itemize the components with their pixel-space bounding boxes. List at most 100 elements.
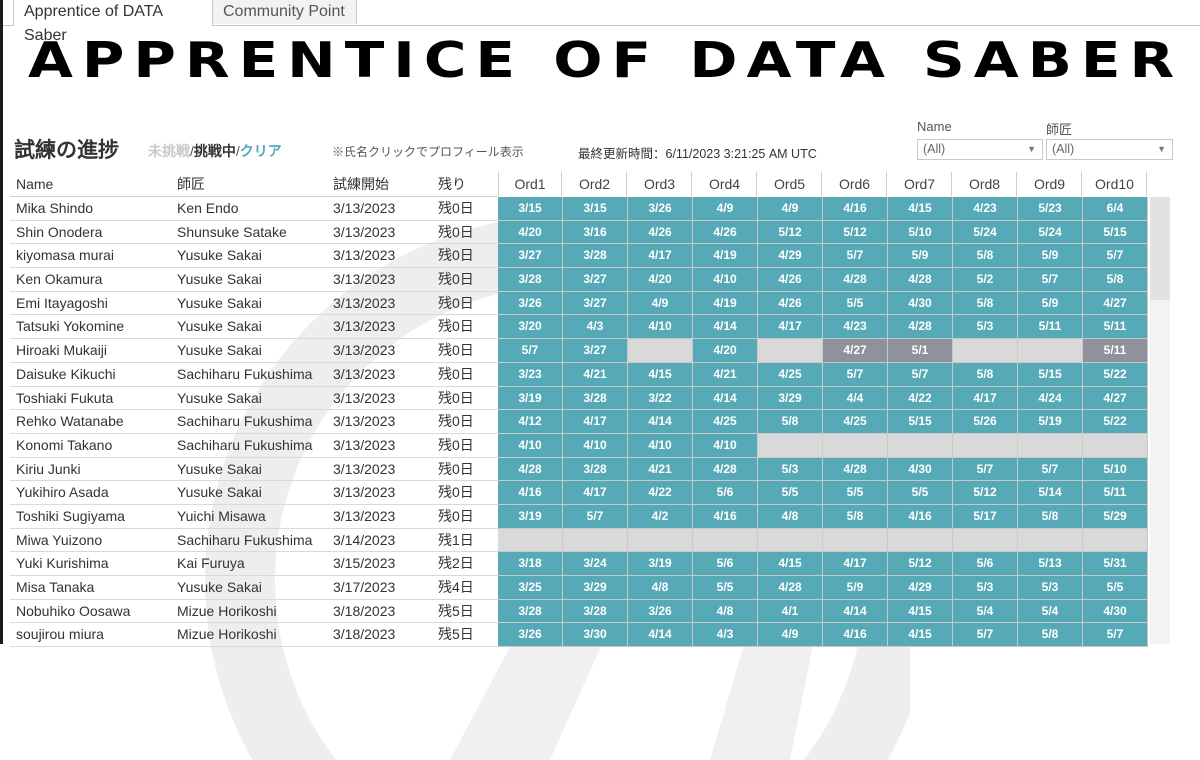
tab-community-point[interactable]: Community Point bbox=[213, 0, 357, 24]
ord-cell[interactable]: 5/11 bbox=[1083, 339, 1148, 363]
ord-cell[interactable]: 5/24 bbox=[1018, 220, 1083, 245]
ord-cell[interactable]: 4/4 bbox=[823, 386, 888, 411]
ord-cell[interactable]: 4/26 bbox=[758, 291, 823, 316]
ord-cell[interactable]: 5/9 bbox=[888, 244, 953, 269]
ord-cell[interactable] bbox=[823, 433, 888, 458]
ord-cell[interactable] bbox=[693, 528, 758, 553]
ord-cell[interactable] bbox=[1018, 433, 1083, 458]
column-header-ord6[interactable]: Ord6 bbox=[823, 172, 887, 196]
master-filter-select[interactable]: (All) ▼ bbox=[1046, 139, 1173, 160]
ord-cell[interactable]: 4/27 bbox=[823, 339, 888, 363]
column-header-ord10[interactable]: Ord10 bbox=[1083, 172, 1147, 196]
ord-cell[interactable]: 3/24 bbox=[563, 552, 628, 576]
ord-cell[interactable]: 4/17 bbox=[563, 410, 628, 434]
ord-cell[interactable]: 4/10 bbox=[628, 315, 693, 340]
ord-cell[interactable]: 5/8 bbox=[1083, 268, 1148, 292]
ord-cell[interactable]: 3/28 bbox=[563, 599, 628, 624]
ord-cell[interactable]: 5/31 bbox=[1083, 552, 1148, 576]
ord-cell[interactable]: 5/3 bbox=[1018, 576, 1083, 600]
ord-cell[interactable]: 5/15 bbox=[888, 410, 953, 434]
ord-cell[interactable]: 5/10 bbox=[888, 220, 953, 245]
ord-cell[interactable]: 4/29 bbox=[758, 244, 823, 269]
ord-cell[interactable]: 3/22 bbox=[628, 386, 693, 411]
ord-cell[interactable]: 5/11 bbox=[1018, 315, 1083, 340]
apprentice-name[interactable]: Toshiki Sugiyama bbox=[16, 507, 125, 524]
ord-cell[interactable]: 5/7 bbox=[1018, 268, 1083, 292]
ord-cell[interactable]: 4/9 bbox=[758, 197, 823, 221]
column-header-ord9[interactable]: Ord9 bbox=[1018, 172, 1082, 196]
ord-cell[interactable]: 5/5 bbox=[693, 576, 758, 600]
ord-cell[interactable]: 4/19 bbox=[693, 291, 758, 316]
ord-cell[interactable]: 4/30 bbox=[888, 291, 953, 316]
ord-cell[interactable]: 5/17 bbox=[953, 504, 1018, 529]
ord-cell[interactable]: 4/8 bbox=[693, 599, 758, 624]
ord-cell[interactable]: 3/15 bbox=[498, 197, 563, 221]
ord-cell[interactable] bbox=[1083, 528, 1148, 553]
ord-cell[interactable]: 5/5 bbox=[888, 481, 953, 505]
apprentice-name[interactable]: soujirou miura bbox=[16, 626, 104, 643]
ord-cell[interactable]: 4/21 bbox=[563, 362, 628, 387]
column-header-ord4[interactable]: Ord4 bbox=[693, 172, 757, 196]
ord-cell[interactable]: 4/8 bbox=[628, 576, 693, 600]
ord-cell[interactable]: 5/7 bbox=[953, 623, 1018, 648]
ord-cell[interactable]: 5/8 bbox=[953, 291, 1018, 316]
apprentice-name[interactable]: Hiroaki Mukaiji bbox=[16, 342, 108, 359]
ord-cell[interactable]: 3/19 bbox=[628, 552, 693, 576]
ord-cell[interactable]: 5/5 bbox=[758, 481, 823, 505]
apprentice-name[interactable]: Emi Itayagoshi bbox=[16, 294, 108, 311]
ord-cell[interactable]: 5/7 bbox=[563, 504, 628, 529]
column-header-name[interactable]: Name bbox=[16, 176, 54, 192]
ord-cell[interactable]: 4/27 bbox=[1083, 386, 1148, 411]
apprentice-name[interactable]: Nobuhiko Oosawa bbox=[16, 602, 131, 619]
name-filter-select[interactable]: (All) ▼ bbox=[917, 139, 1043, 160]
ord-cell[interactable] bbox=[953, 528, 1018, 553]
ord-cell[interactable]: 3/20 bbox=[498, 315, 563, 340]
ord-cell[interactable]: 4/8 bbox=[758, 504, 823, 529]
ord-cell[interactable]: 4/26 bbox=[758, 268, 823, 292]
ord-cell[interactable]: 4/26 bbox=[693, 220, 758, 245]
ord-cell[interactable]: 5/11 bbox=[1083, 315, 1148, 340]
ord-cell[interactable]: 3/26 bbox=[628, 599, 693, 624]
ord-cell[interactable]: 5/6 bbox=[953, 552, 1018, 576]
ord-cell[interactable]: 5/8 bbox=[1018, 504, 1083, 529]
scrollbar-thumb[interactable] bbox=[1150, 197, 1170, 300]
ord-cell[interactable]: 5/14 bbox=[1018, 481, 1083, 505]
apprentice-name[interactable]: Konomi Takano bbox=[16, 436, 113, 453]
column-header-ord8[interactable]: Ord8 bbox=[953, 172, 1017, 196]
ord-cell[interactable]: 4/17 bbox=[628, 244, 693, 269]
ord-cell[interactable]: 5/7 bbox=[1018, 457, 1083, 482]
ord-cell[interactable]: 5/9 bbox=[1018, 244, 1083, 269]
ord-cell[interactable]: 3/16 bbox=[563, 220, 628, 245]
ord-cell[interactable]: 5/3 bbox=[953, 576, 1018, 600]
ord-cell[interactable]: 5/9 bbox=[823, 576, 888, 600]
ord-cell[interactable]: 4/17 bbox=[823, 552, 888, 576]
apprentice-name[interactable]: Ken Okamura bbox=[16, 271, 103, 288]
ord-cell[interactable]: 4/28 bbox=[888, 315, 953, 340]
ord-cell[interactable]: 4/27 bbox=[1083, 291, 1148, 316]
column-header-ord7[interactable]: Ord7 bbox=[888, 172, 952, 196]
ord-cell[interactable]: 5/12 bbox=[953, 481, 1018, 505]
ord-cell[interactable]: 5/19 bbox=[1018, 410, 1083, 434]
column-header-ord1[interactable]: Ord1 bbox=[498, 172, 562, 196]
ord-cell[interactable]: 4/10 bbox=[693, 268, 758, 292]
ord-cell[interactable]: 5/5 bbox=[1083, 576, 1148, 600]
ord-cell[interactable]: 5/1 bbox=[888, 339, 953, 363]
ord-cell[interactable]: 4/15 bbox=[888, 197, 953, 221]
ord-cell[interactable]: 3/28 bbox=[563, 457, 628, 482]
ord-cell[interactable]: 5/8 bbox=[953, 244, 1018, 269]
ord-cell[interactable]: 5/12 bbox=[758, 220, 823, 245]
ord-cell[interactable]: 5/7 bbox=[823, 362, 888, 387]
ord-cell[interactable]: 5/15 bbox=[1018, 362, 1083, 387]
ord-cell[interactable]: 4/20 bbox=[628, 268, 693, 292]
ord-cell[interactable]: 4/9 bbox=[758, 623, 823, 648]
ord-cell[interactable]: 4/28 bbox=[888, 268, 953, 292]
ord-cell[interactable] bbox=[888, 433, 953, 458]
apprentice-name[interactable]: Kiriu Junki bbox=[16, 460, 81, 477]
apprentice-name[interactable]: Mika Shindo bbox=[16, 200, 94, 216]
ord-cell[interactable] bbox=[758, 433, 823, 458]
ord-cell[interactable]: 3/28 bbox=[498, 599, 563, 624]
ord-cell[interactable]: 5/7 bbox=[888, 362, 953, 387]
column-header-ord3[interactable]: Ord3 bbox=[628, 172, 692, 196]
ord-cell[interactable]: 4/25 bbox=[758, 362, 823, 387]
column-header-ord5[interactable]: Ord5 bbox=[758, 172, 822, 196]
